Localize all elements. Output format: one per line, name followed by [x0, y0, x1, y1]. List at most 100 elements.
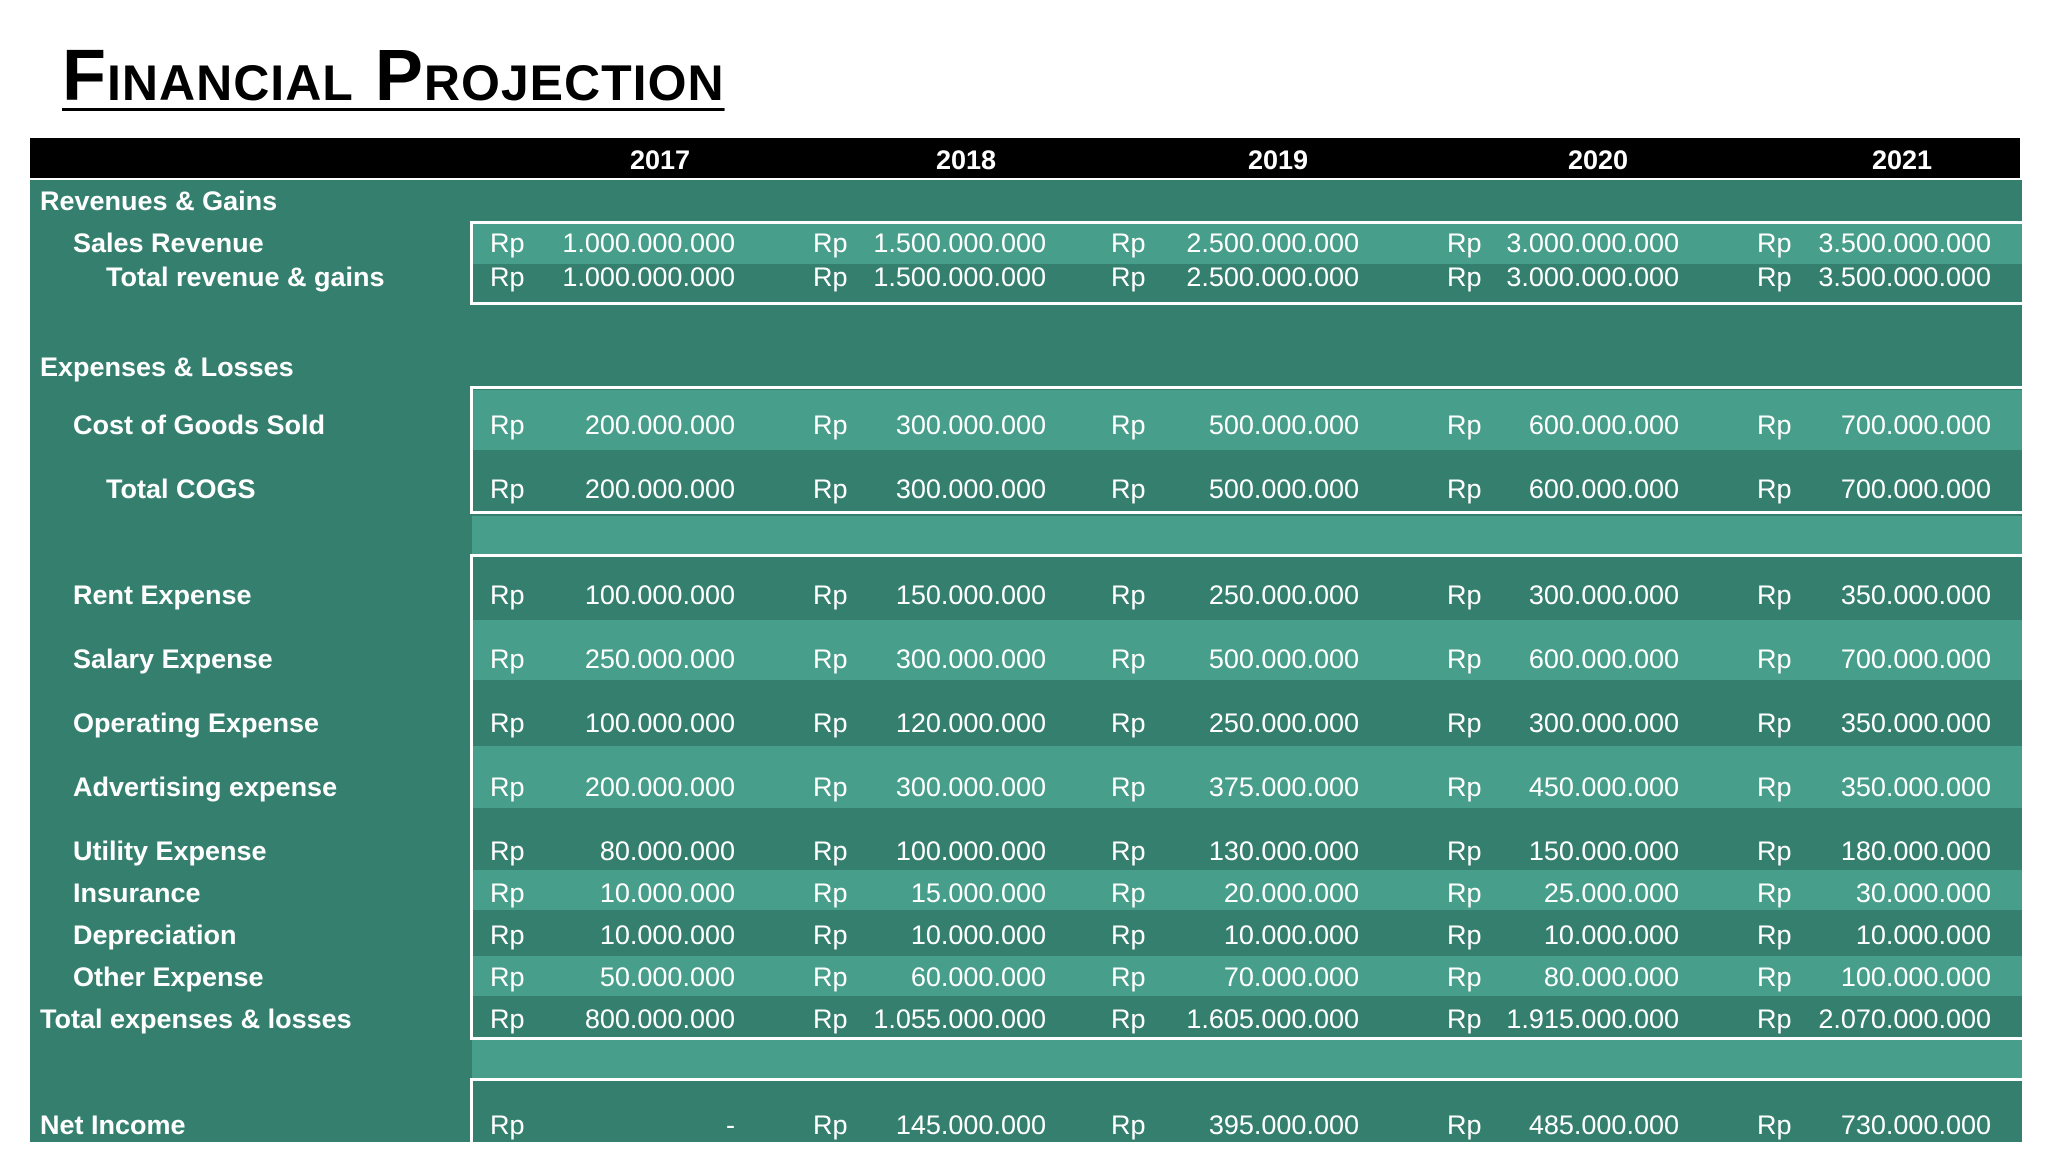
- row-band: [472, 870, 2022, 910]
- projection-table: Revenues & Gains Expenses & Losses Sales…: [30, 180, 2022, 1148]
- value-cell-2020: 3.000.000.000: [1506, 228, 1679, 258]
- value-cell-2020: 300.000.000: [1528, 580, 1679, 610]
- currency-label: Rp: [1111, 1110, 1146, 1140]
- currency-label: Rp: [1447, 772, 1482, 802]
- row-label-net-income: Net Income: [40, 1110, 186, 1140]
- value-cell-2019: 2.500.000.000: [1186, 262, 1359, 292]
- currency-label: Rp: [813, 1004, 848, 1034]
- currency-label: Rp: [813, 410, 848, 440]
- currency-label: Rp: [1447, 1110, 1482, 1140]
- value-cell-2019: 500.000.000: [1208, 644, 1359, 674]
- value-cell-2021: 30.000.000: [1855, 878, 1991, 908]
- row-label-insurance: Insurance: [73, 878, 201, 908]
- currency-label: Rp: [1447, 474, 1482, 504]
- value-cell-2020: 10.000.000: [1543, 920, 1679, 950]
- currency-label: Rp: [813, 708, 848, 738]
- row-band: [472, 1038, 2022, 1080]
- value-cell-2017: 50.000.000: [599, 962, 735, 992]
- year-header-2017: 2017: [629, 145, 691, 175]
- currency-label: Rp: [813, 262, 848, 292]
- value-cell-2018: 150.000.000: [895, 580, 1046, 610]
- currency-label: Rp: [1111, 262, 1146, 292]
- value-cell-2020: 600.000.000: [1528, 474, 1679, 504]
- currency-label: Rp: [1111, 878, 1146, 908]
- currency-label: Rp: [813, 644, 848, 674]
- value-cell-2021: 350.000.000: [1840, 708, 1991, 738]
- value-cell-2020: 485.000.000: [1528, 1110, 1679, 1140]
- currency-label: Rp: [1757, 920, 1792, 950]
- value-cell-2018: 100.000.000: [895, 836, 1046, 866]
- currency-label: Rp: [1111, 410, 1146, 440]
- currency-label: Rp: [1447, 962, 1482, 992]
- currency-label: Rp: [1757, 580, 1792, 610]
- value-cell-2017: 10.000.000: [599, 878, 735, 908]
- currency-label: Rp: [1111, 580, 1146, 610]
- currency-label: Rp: [490, 228, 525, 258]
- value-cell-2019: 2.500.000.000: [1186, 228, 1359, 258]
- row-label-total-cogs: Total COGS: [106, 474, 256, 504]
- value-cell-2017: 200.000.000: [584, 474, 735, 504]
- value-cell-2018: 145.000.000: [895, 1110, 1046, 1140]
- value-cell-2017: -: [726, 1110, 735, 1140]
- currency-label: Rp: [1757, 474, 1792, 504]
- value-cell-2018: 120.000.000: [895, 708, 1046, 738]
- row-band: [472, 620, 2022, 680]
- value-cell-2021: 700.000.000: [1840, 644, 1991, 674]
- currency-label: Rp: [1447, 644, 1482, 674]
- row-band: [472, 390, 2022, 450]
- currency-label: Rp: [813, 920, 848, 950]
- currency-label: Rp: [1111, 772, 1146, 802]
- revenue-box: [470, 221, 2022, 305]
- value-cell-2019: 70.000.000: [1223, 962, 1359, 992]
- currency-label: Rp: [813, 962, 848, 992]
- currency-label: Rp: [1757, 262, 1792, 292]
- revenues-heading: Revenues & Gains: [40, 186, 278, 216]
- value-cell-2017: 100.000.000: [584, 580, 735, 610]
- net-income-box: [470, 1078, 2022, 1148]
- currency-label: Rp: [490, 708, 525, 738]
- row-label-depreciation: Depreciation: [73, 920, 237, 950]
- value-cell-2021: 3.500.000.000: [1818, 262, 1991, 292]
- value-cell-2018: 300.000.000: [895, 474, 1046, 504]
- value-cell-2021: 2.070.000.000: [1818, 1004, 1991, 1034]
- value-cell-2020: 1.915.000.000: [1506, 1004, 1679, 1034]
- value-cell-2018: 1.500.000.000: [873, 262, 1046, 292]
- value-cell-2021: 350.000.000: [1840, 772, 1991, 802]
- value-cell-2020: 300.000.000: [1528, 708, 1679, 738]
- page-title: Financial Projection: [62, 36, 725, 116]
- currency-label: Rp: [1757, 836, 1792, 866]
- value-cell-2018: 60.000.000: [910, 962, 1046, 992]
- value-cell-2020: 3.000.000.000: [1506, 262, 1679, 292]
- value-cell-2017: 250.000.000: [584, 644, 735, 674]
- row-label-rent: Rent Expense: [73, 580, 252, 610]
- value-cell-2018: 1.500.000.000: [873, 228, 1046, 258]
- value-cell-2017: 1.000.000.000: [562, 262, 735, 292]
- year-header-2021: 2021: [1871, 145, 1933, 175]
- currency-label: Rp: [813, 1110, 848, 1140]
- value-cell-2019: 395.000.000: [1208, 1110, 1359, 1140]
- currency-label: Rp: [1447, 410, 1482, 440]
- value-cell-2019: 375.000.000: [1208, 772, 1359, 802]
- row-band: [472, 956, 2022, 996]
- currency-label: Rp: [1111, 962, 1146, 992]
- row-band: [472, 746, 2022, 808]
- year-header-2020: 2020: [1567, 145, 1629, 175]
- currency-label: Rp: [1447, 228, 1482, 258]
- currency-label: Rp: [1757, 410, 1792, 440]
- currency-label: Rp: [1447, 580, 1482, 610]
- row-label-other: Other Expense: [73, 962, 264, 992]
- currency-label: Rp: [1757, 1110, 1792, 1140]
- value-cell-2019: 20.000.000: [1223, 878, 1359, 908]
- currency-label: Rp: [1111, 228, 1146, 258]
- value-cell-2021: 10.000.000: [1855, 920, 1991, 950]
- currency-label: Rp: [1111, 644, 1146, 674]
- currency-label: Rp: [1111, 474, 1146, 504]
- currency-label: Rp: [1757, 228, 1792, 258]
- currency-label: Rp: [1447, 1004, 1482, 1034]
- value-cell-2019: 250.000.000: [1208, 580, 1359, 610]
- row-label-cogs: Cost of Goods Sold: [73, 410, 325, 440]
- value-cell-2019: 500.000.000: [1208, 410, 1359, 440]
- currency-label: Rp: [1757, 962, 1792, 992]
- value-cell-2020: 25.000.000: [1543, 878, 1679, 908]
- currency-label: Rp: [813, 474, 848, 504]
